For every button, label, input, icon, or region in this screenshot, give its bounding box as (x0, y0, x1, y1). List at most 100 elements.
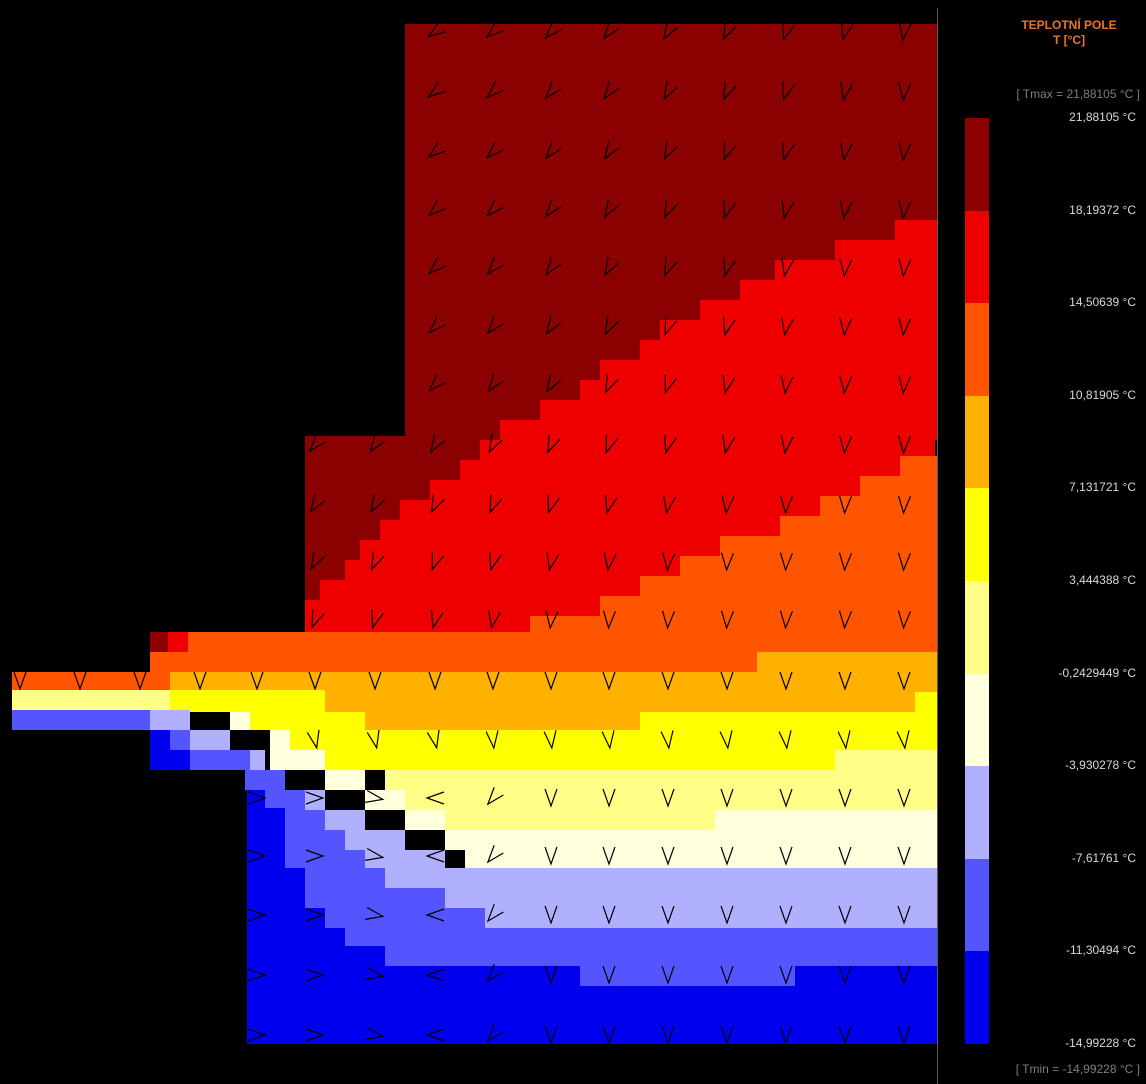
flux-arrow (486, 845, 504, 864)
flux-arrow (247, 908, 267, 922)
flux-arrow (720, 671, 734, 691)
flux-arrow (663, 141, 678, 161)
flux-arrow (486, 964, 504, 983)
scale-segment (965, 580, 989, 674)
flux-arrow (782, 21, 796, 42)
flux-arrow (839, 258, 853, 278)
flux-arrow (249, 729, 262, 750)
flux-arrow (602, 671, 616, 691)
flux-arrow (719, 730, 733, 750)
flux-arrow (661, 965, 675, 985)
flux-arrow (782, 81, 795, 102)
flux-arrow (425, 791, 445, 805)
flux-arrow (247, 791, 267, 805)
flux-arrow (425, 1028, 445, 1042)
flux-arrow (897, 671, 911, 691)
flux-arrow (661, 846, 675, 866)
flux-arrow (661, 1025, 675, 1045)
flux-arrow (430, 494, 445, 514)
flux-arrow (425, 849, 445, 863)
scale-segment (965, 118, 989, 211)
flux-arrow (308, 434, 326, 453)
flux-arrow (13, 671, 27, 691)
flux-arrow (839, 200, 853, 220)
scale-tick-label: -3,930278 °C (1065, 758, 1136, 773)
corner-dark-red-cell (150, 632, 168, 652)
scale-tick-label: -11,30494 °C (1066, 943, 1136, 958)
flux-arrow (839, 317, 853, 337)
band-dark-red (305, 24, 937, 600)
flux-arrow (544, 905, 558, 925)
flux-arrow (722, 316, 736, 337)
flux-arrow (602, 610, 617, 630)
flux-arrow (305, 968, 325, 982)
flux-arrow (838, 610, 853, 630)
flux-arrow (544, 965, 558, 985)
scale-tick-label: 7,131721 °C (1069, 480, 1136, 495)
band-cream (170, 712, 937, 868)
scale-segment (965, 951, 989, 1044)
flux-arrow (781, 199, 795, 220)
flux-arrow (603, 141, 620, 161)
flux-arrow (839, 142, 853, 162)
flux-arrow (604, 374, 619, 394)
band-amber (170, 652, 937, 730)
band-blue (247, 790, 937, 1044)
flux-arrow (486, 257, 504, 276)
flux-arrow (723, 141, 737, 162)
flux-arrow (309, 494, 326, 514)
flux-arrow (897, 965, 911, 985)
flux-arrow (364, 907, 385, 920)
flux-arrow (428, 671, 442, 691)
flux-arrow (370, 494, 386, 514)
flux-arrow (425, 908, 445, 922)
flux-arrow (720, 1025, 734, 1045)
scale-tick-label: 10,81905 °C (1069, 387, 1136, 402)
flux-arrow (602, 905, 616, 925)
scale-segment (965, 395, 989, 489)
flux-arrow (781, 257, 795, 278)
flux-arrow (308, 671, 322, 691)
flux-arrow (723, 81, 737, 102)
band-lavender-left (150, 710, 190, 730)
flux-arrow (427, 199, 446, 217)
flux-arrow (663, 199, 678, 219)
flux-arrow (897, 495, 912, 515)
flux-arrow (426, 729, 440, 750)
flux-arrow (366, 729, 380, 750)
band-periwinkle-main (170, 730, 937, 986)
flux-arrow (722, 21, 737, 41)
flux-arrow (547, 434, 561, 454)
flux-arrow (544, 788, 558, 808)
scale-tick-label: 3,444388 °C (1069, 573, 1136, 587)
flux-arrow (780, 375, 794, 395)
legend-divider (937, 8, 938, 1084)
flux-arrow (371, 551, 385, 571)
flux-arrow (305, 908, 325, 922)
flux-arrow (426, 21, 446, 38)
flux-arrow (247, 968, 267, 982)
temperature-field-map (12, 21, 937, 1045)
flux-arrow (371, 609, 384, 630)
flux-arrow (133, 671, 147, 691)
flux-arrow (838, 552, 853, 572)
flux-arrow (545, 374, 562, 394)
flux-arrow (779, 1025, 793, 1045)
flux-arrow (428, 316, 446, 334)
flux-arrow (779, 552, 794, 572)
flux-arrow (364, 967, 385, 980)
flux-arrow (664, 316, 678, 337)
flux-arrow (898, 200, 912, 220)
flux-arrow (427, 141, 446, 159)
flux-arrow (486, 671, 500, 691)
band-red (150, 220, 937, 672)
flux-arrow (664, 434, 677, 455)
flux-arrow (664, 257, 678, 278)
flux-arrow (897, 1025, 911, 1045)
legend-title-line1: TEPLOTNÍ POLE (1021, 18, 1117, 32)
flux-arrow (720, 965, 734, 985)
flux-arrow (663, 494, 676, 515)
flux-arrow (486, 904, 504, 923)
flux-arrow (661, 905, 675, 925)
flux-arrow (604, 316, 619, 336)
